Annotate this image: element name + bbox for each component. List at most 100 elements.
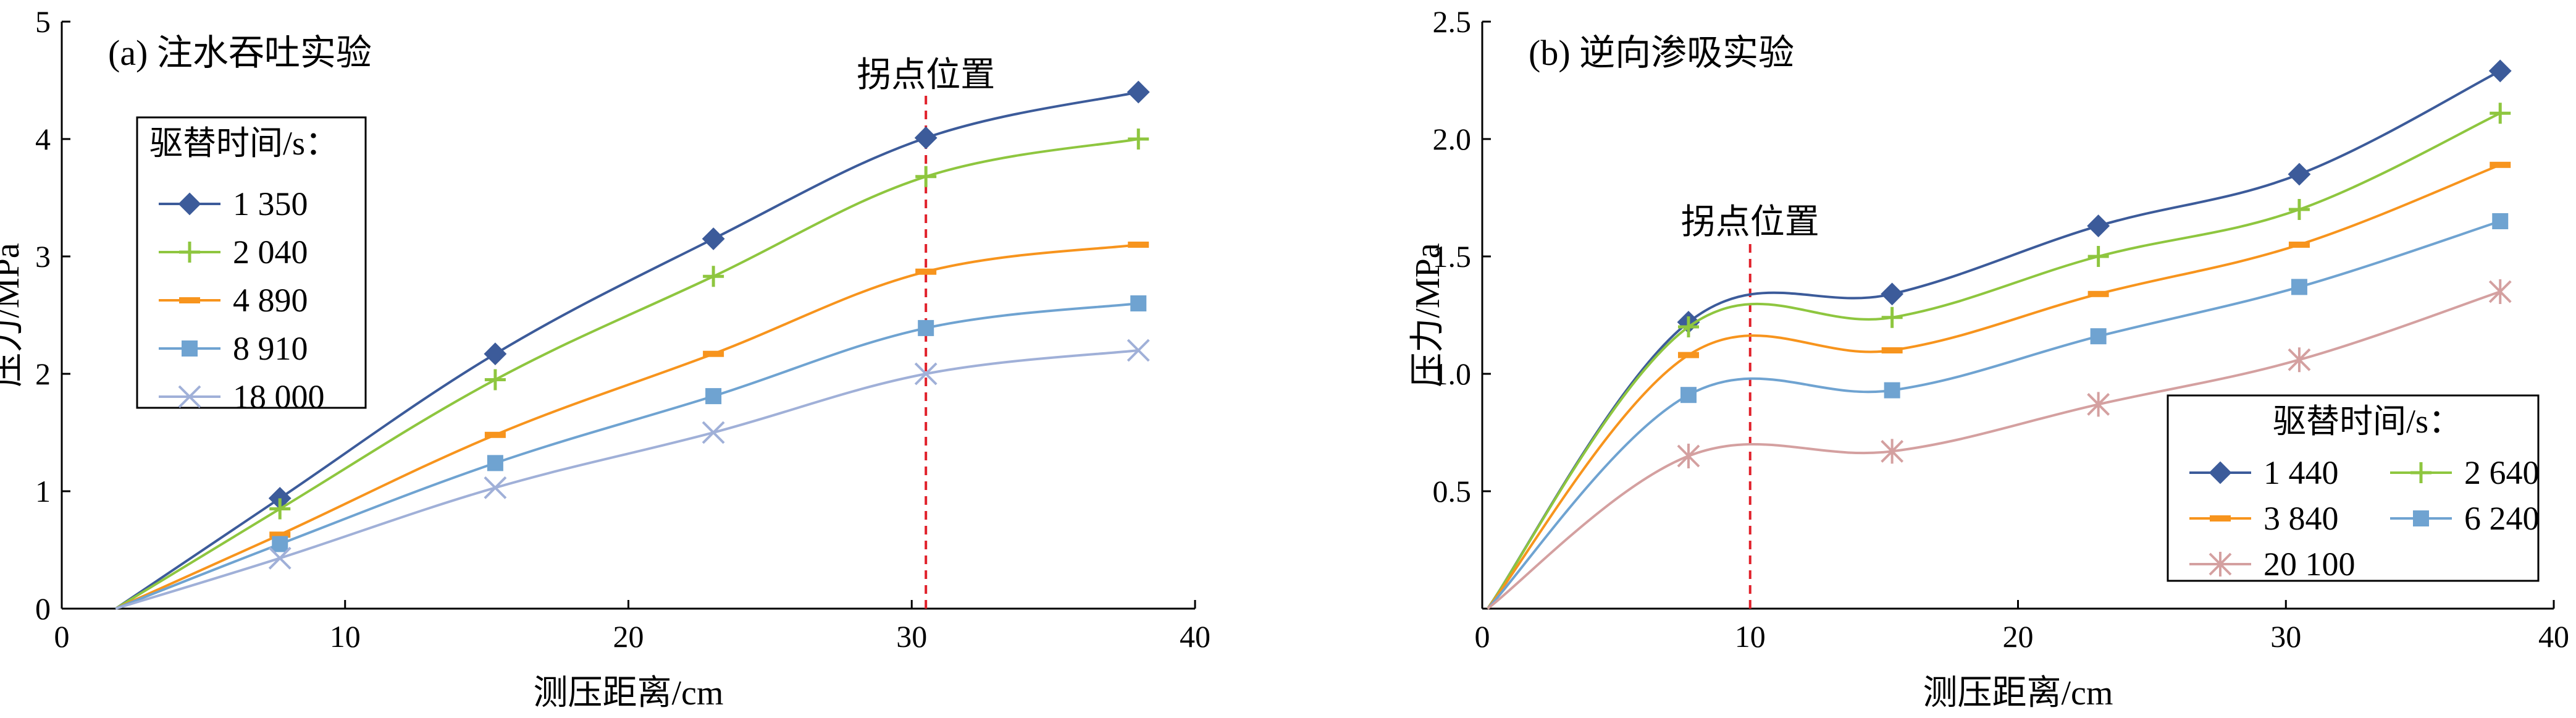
legend-entry: 8 910 (159, 330, 308, 367)
data-point (2288, 163, 2311, 186)
series-0 (115, 80, 1150, 610)
legend-marker (179, 297, 200, 303)
legend-label: 1 350 (233, 185, 308, 222)
data-point (1128, 129, 1149, 150)
series-4 (115, 339, 1150, 610)
x-tick-label: 20 (613, 619, 644, 654)
legend-marker (178, 385, 201, 408)
legend-entry: 20 100 (2189, 546, 2356, 583)
legend-box (136, 116, 367, 409)
series-3 (115, 295, 1147, 610)
legend-label: 8 910 (233, 330, 308, 367)
x-tick-label: 0 (1475, 619, 1490, 654)
data-point (1128, 242, 1149, 248)
data-point (2087, 290, 2109, 297)
panel-title: (b) 逆向渗吸实验 (1529, 33, 1794, 73)
data-point (2490, 161, 2511, 168)
data-point (914, 126, 938, 150)
legend-entry: 4 890 (159, 282, 308, 319)
x-axis-title: 测压距离/cm (534, 674, 724, 712)
y-tick-label: 0 (35, 591, 51, 626)
legend-marker (179, 242, 200, 263)
data-point (484, 476, 507, 499)
x-tick-label: 10 (1735, 619, 1766, 654)
legend-marker (2209, 552, 2232, 577)
y-tick-label: 2.5 (1433, 4, 1472, 39)
series-2 (1487, 161, 2511, 610)
data-point (702, 421, 725, 444)
data-point (269, 498, 291, 520)
y-tick-label: 3 (35, 239, 51, 274)
x-tick-label: 40 (2538, 619, 2569, 654)
series-line (115, 91, 1139, 610)
data-point (703, 266, 724, 287)
data-point (484, 342, 507, 366)
inflection-label: 拐点位置 (1681, 203, 1819, 242)
legend-entry: 3 840 (2189, 500, 2339, 537)
data-point (484, 431, 506, 438)
legend-label: 6 240 (2464, 500, 2540, 537)
legend-entry: 1 350 (159, 185, 308, 222)
data-point (1126, 80, 1150, 104)
legend-entry: 2 040 (159, 234, 308, 271)
data-point (2087, 246, 2109, 267)
data-point (915, 166, 937, 187)
y-axis-title: 压力/MPa (0, 243, 27, 387)
data-point (2288, 242, 2310, 248)
data-point (2488, 279, 2512, 304)
data-point (1130, 295, 1147, 311)
data-point (1126, 339, 1150, 362)
x-tick-label: 10 (330, 619, 361, 654)
data-point (269, 531, 291, 538)
data-point (272, 536, 288, 552)
legend-title: 驱替时间/s： (2273, 403, 2462, 440)
inflection-label: 拐点位置 (857, 56, 995, 95)
legend-marker (178, 192, 201, 216)
y-axis-title: 压力/MPa (1409, 243, 1447, 387)
y-tick-label: 2.0 (1433, 122, 1472, 156)
data-point (2087, 214, 2110, 238)
y-tick-label: 2 (35, 357, 51, 391)
data-point (702, 227, 725, 250)
series-line (1487, 163, 2501, 610)
legend-entry: 1 440 (2189, 454, 2339, 491)
data-point (1677, 444, 1700, 468)
series-line (115, 243, 1139, 610)
series-line (1487, 70, 2501, 610)
data-point (705, 388, 722, 405)
legend-marker (2210, 515, 2231, 522)
series-line (1487, 220, 2501, 610)
data-point (1881, 347, 1903, 353)
series-line (115, 349, 1139, 610)
data-point (1677, 316, 1699, 337)
y-tick-label: 5 (35, 4, 51, 39)
series-4 (1487, 279, 2512, 610)
data-point (2087, 392, 2110, 417)
data-point (484, 369, 506, 391)
legend-title: 驱替时间/s： (149, 125, 338, 162)
series-line (1487, 112, 2501, 610)
legend: 驱替时间/s： 1 440 2 640 3 840 6 240 20 100 (2167, 394, 2540, 583)
y-tick-label: 4 (35, 122, 51, 156)
y-tick-label: 1.0 (1433, 357, 1472, 391)
legend-entry: 18 000 (159, 378, 325, 415)
series-2 (115, 242, 1149, 610)
legend-marker (2410, 462, 2431, 483)
data-point (1881, 439, 1904, 464)
legend-label: 3 840 (2263, 500, 2339, 537)
legend-label: 2 640 (2464, 454, 2540, 491)
data-point (2492, 213, 2509, 229)
data-point (2488, 59, 2512, 83)
data-point (918, 319, 934, 336)
x-tick-label: 20 (2003, 619, 2034, 654)
data-point (703, 350, 724, 357)
legend-marker (182, 340, 198, 357)
legend-label: 4 890 (233, 282, 308, 319)
x-axis-title: 测压距离/cm (1923, 674, 2113, 712)
data-point (1680, 387, 1697, 403)
data-point (2291, 279, 2307, 295)
x-tick-label: 30 (896, 619, 927, 654)
data-point (915, 268, 937, 275)
data-point (2490, 103, 2511, 124)
